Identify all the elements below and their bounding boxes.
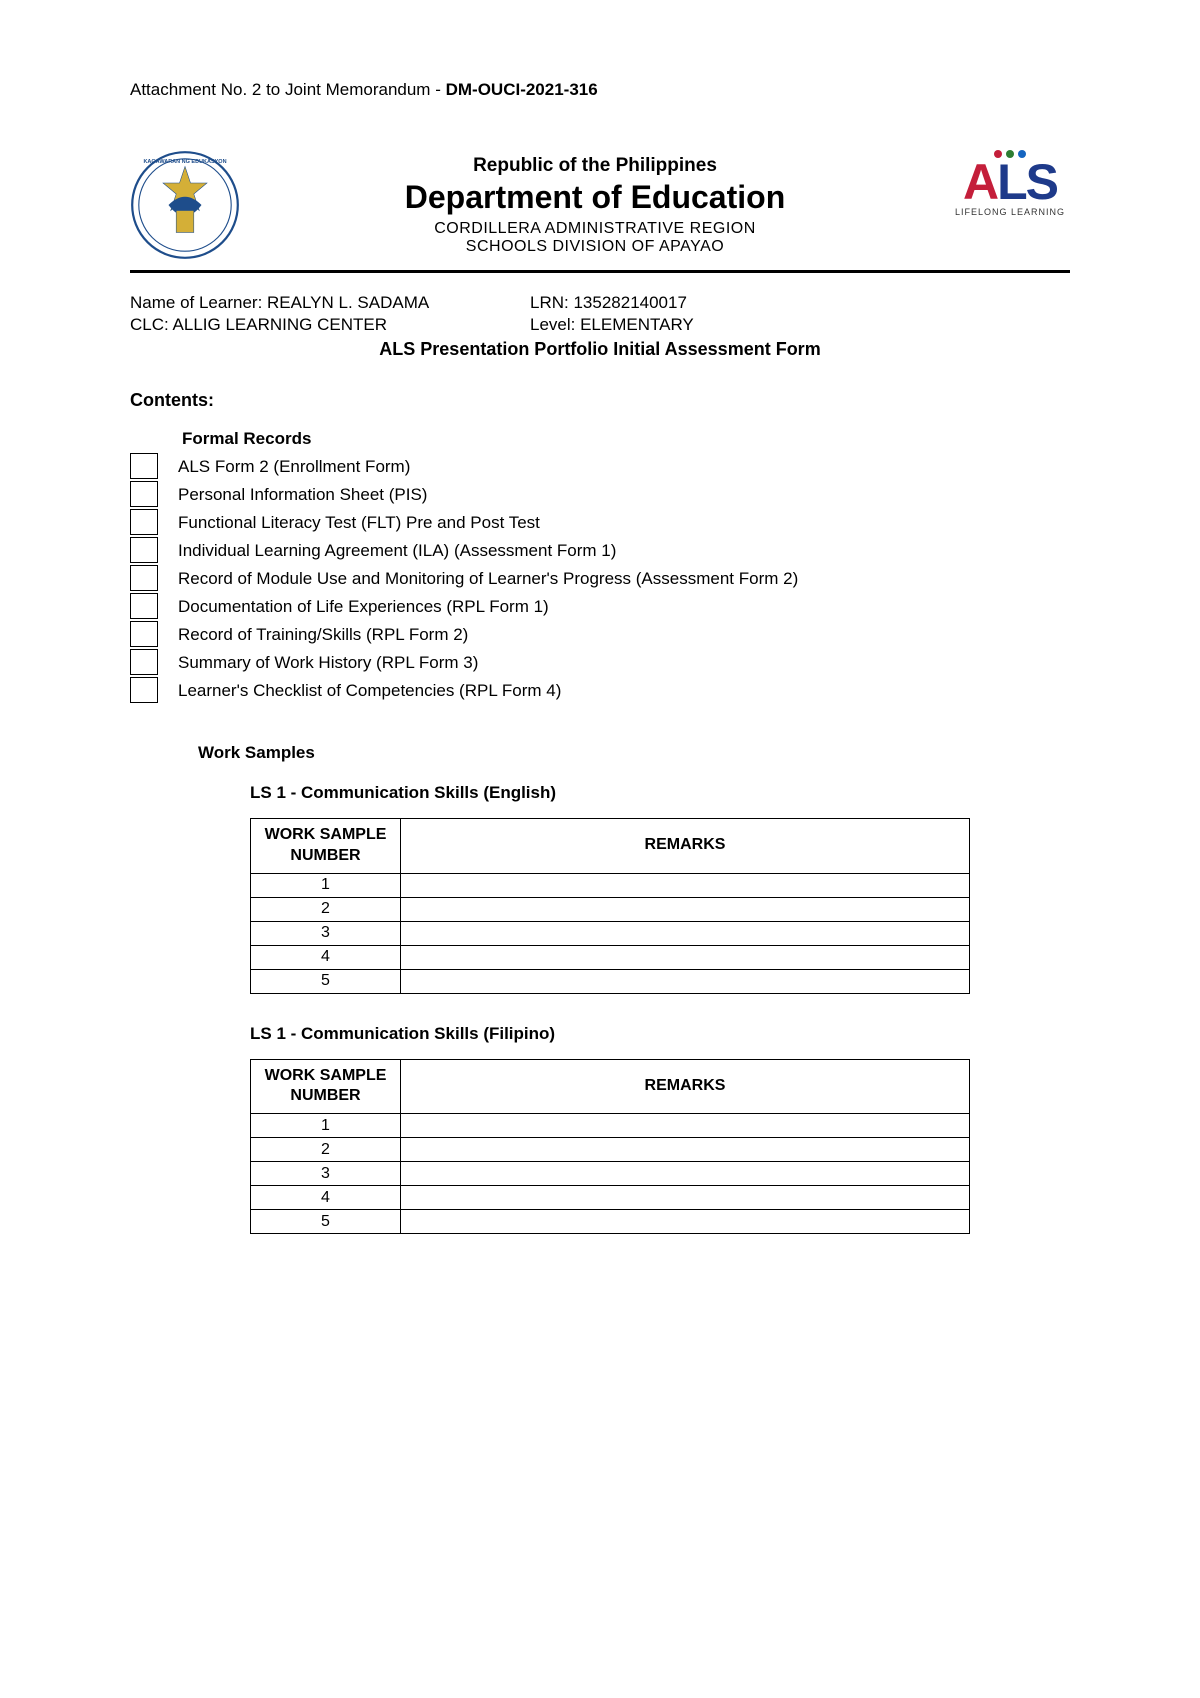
cell-number: 5	[251, 969, 401, 993]
learner-name: REALYN L. SADAMA	[267, 293, 429, 312]
als-logo: ALS LIFELONG LEARNING	[950, 150, 1070, 217]
ls-section-heading: LS 1 - Communication Skills (English)	[250, 783, 1070, 803]
als-letters: ALS	[963, 160, 1057, 205]
checkbox[interactable]	[130, 677, 158, 703]
cell-remarks[interactable]	[401, 921, 970, 945]
cell-remarks[interactable]	[401, 945, 970, 969]
cell-remarks[interactable]	[401, 1162, 970, 1186]
cell-number: 1	[251, 873, 401, 897]
cell-number: 4	[251, 1186, 401, 1210]
checklist-item: Summary of Work History (RPL Form 3)	[130, 649, 1070, 675]
checkbox[interactable]	[130, 509, 158, 535]
checklist-text: Learner's Checklist of Competencies (RPL…	[178, 677, 561, 703]
learner-row-2: CLC: ALLIG LEARNING CENTER Level: ELEMEN…	[130, 315, 1070, 335]
work-sample-table: WORK SAMPLE NUMBERREMARKS12345	[250, 1059, 970, 1235]
table-row: 4	[251, 1186, 970, 1210]
als-tagline: LIFELONG LEARNING	[955, 207, 1065, 217]
checklist-text: Documentation of Life Experiences (RPL F…	[178, 593, 549, 619]
checkbox[interactable]	[130, 593, 158, 619]
header-text: Republic of the Philippines Department o…	[260, 150, 930, 256]
cell-remarks[interactable]	[401, 969, 970, 993]
clc-label: CLC:	[130, 315, 173, 334]
cell-remarks[interactable]	[401, 1138, 970, 1162]
table-row: 1	[251, 873, 970, 897]
attachment-code: DM-OUCI-2021-316	[446, 80, 598, 99]
checklist-text: Record of Training/Skills (RPL Form 2)	[178, 621, 468, 647]
checklist-item: Record of Training/Skills (RPL Form 2)	[130, 621, 1070, 647]
checklist-item: Record of Module Use and Monitoring of L…	[130, 565, 1070, 591]
checklist-item: Individual Learning Agreement (ILA) (Ass…	[130, 537, 1070, 563]
lrn-value: 135282140017	[573, 293, 686, 312]
checkbox[interactable]	[130, 621, 158, 647]
checkbox[interactable]	[130, 537, 158, 563]
table-row: 3	[251, 921, 970, 945]
cell-number: 4	[251, 945, 401, 969]
level-value: ELEMENTARY	[580, 315, 694, 334]
checklist-item: Documentation of Life Experiences (RPL F…	[130, 593, 1070, 619]
table-row: 5	[251, 1210, 970, 1234]
republic-line: Republic of the Philippines	[260, 155, 930, 177]
formal-records-checklist: ALS Form 2 (Enrollment Form)Personal Inf…	[130, 453, 1070, 703]
checklist-text: Summary of Work History (RPL Form 3)	[178, 649, 478, 675]
formal-records-heading: Formal Records	[182, 429, 1070, 449]
cell-number: 2	[251, 897, 401, 921]
table-row: 2	[251, 1138, 970, 1162]
cell-number: 5	[251, 1210, 401, 1234]
cell-remarks[interactable]	[401, 1114, 970, 1138]
letterhead: KAGAWARAN NG EDUKASYON Republic of the P…	[130, 150, 1070, 273]
checklist-item: Learner's Checklist of Competencies (RPL…	[130, 677, 1070, 703]
table-row: 3	[251, 1162, 970, 1186]
table-row: 2	[251, 897, 970, 921]
checklist-text: Functional Literacy Test (FLT) Pre and P…	[178, 509, 540, 535]
col-header-remarks: REMARKS	[401, 1059, 970, 1114]
form-title: ALS Presentation Portfolio Initial Asses…	[130, 339, 1070, 360]
work-samples-heading: Work Samples	[198, 743, 1070, 763]
checklist-item: Functional Literacy Test (FLT) Pre and P…	[130, 509, 1070, 535]
ls-section-heading: LS 1 - Communication Skills (Filipino)	[250, 1024, 1070, 1044]
department-line: Department of Education	[260, 179, 930, 216]
col-header-remarks: REMARKS	[401, 819, 970, 874]
checkbox[interactable]	[130, 453, 158, 479]
attachment-header: Attachment No. 2 to Joint Memorandum - D…	[130, 80, 1070, 100]
lrn-label: LRN:	[530, 293, 573, 312]
deped-seal: KAGAWARAN NG EDUKASYON	[130, 150, 240, 260]
checkbox[interactable]	[130, 565, 158, 591]
cell-remarks[interactable]	[401, 897, 970, 921]
region-line: CORDILLERA ADMINISTRATIVE REGION	[260, 220, 930, 238]
checklist-item: ALS Form 2 (Enrollment Form)	[130, 453, 1070, 479]
cell-number: 3	[251, 921, 401, 945]
cell-remarks[interactable]	[401, 1210, 970, 1234]
checklist-text: ALS Form 2 (Enrollment Form)	[178, 453, 410, 479]
checkbox[interactable]	[130, 649, 158, 675]
division-line: SCHOOLS DIVISION OF APAYAO	[260, 238, 930, 256]
table-row: 1	[251, 1114, 970, 1138]
learner-row-1: Name of Learner: REALYN L. SADAMA LRN: 1…	[130, 293, 1070, 313]
svg-text:KAGAWARAN NG EDUKASYON: KAGAWARAN NG EDUKASYON	[143, 159, 226, 165]
cell-remarks[interactable]	[401, 1186, 970, 1210]
col-header-number: WORK SAMPLE NUMBER	[251, 1059, 401, 1114]
col-header-number: WORK SAMPLE NUMBER	[251, 819, 401, 874]
contents-heading: Contents:	[130, 390, 1070, 411]
checkbox[interactable]	[130, 481, 158, 507]
cell-number: 3	[251, 1162, 401, 1186]
attachment-prefix: Attachment No. 2 to Joint Memorandum -	[130, 80, 446, 99]
table-row: 4	[251, 945, 970, 969]
cell-number: 2	[251, 1138, 401, 1162]
checklist-item: Personal Information Sheet (PIS)	[130, 481, 1070, 507]
level-label: Level:	[530, 315, 580, 334]
checklist-text: Record of Module Use and Monitoring of L…	[178, 565, 798, 591]
cell-remarks[interactable]	[401, 873, 970, 897]
work-sample-table: WORK SAMPLE NUMBERREMARKS12345	[250, 818, 970, 994]
name-label: Name of Learner:	[130, 293, 267, 312]
checklist-text: Personal Information Sheet (PIS)	[178, 481, 427, 507]
clc-value: ALLIG LEARNING CENTER	[173, 315, 387, 334]
checklist-text: Individual Learning Agreement (ILA) (Ass…	[178, 537, 616, 563]
cell-number: 1	[251, 1114, 401, 1138]
table-row: 5	[251, 969, 970, 993]
